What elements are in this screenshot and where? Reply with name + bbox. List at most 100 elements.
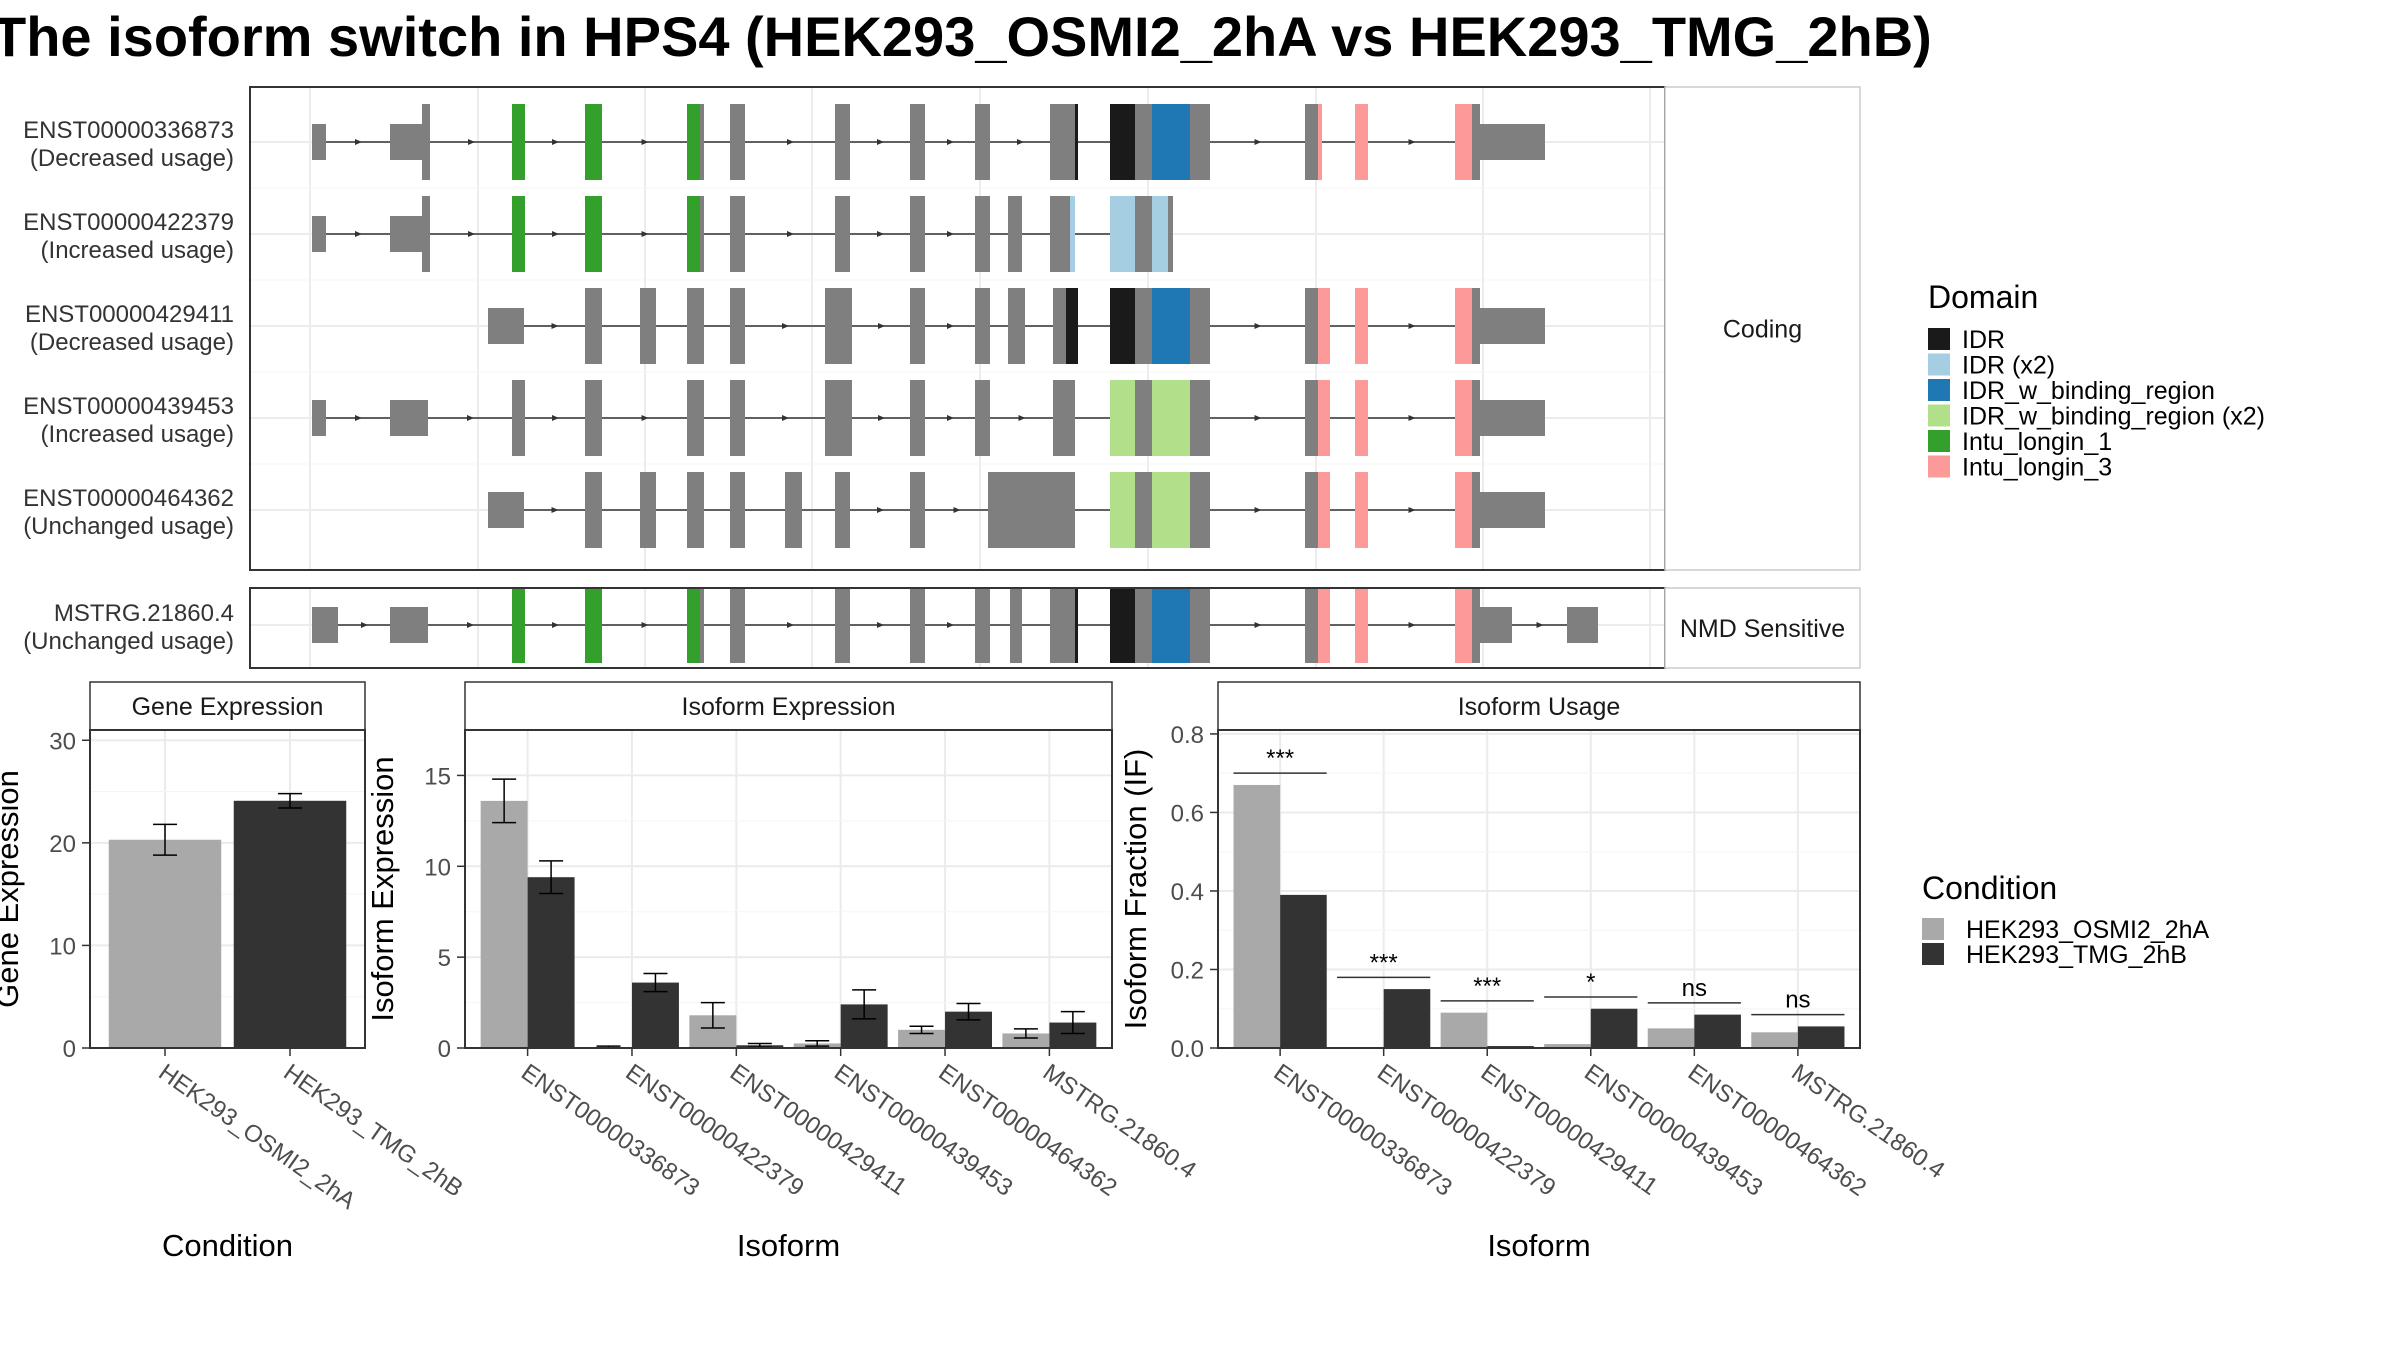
panel-title: Isoform Expression: [682, 693, 896, 721]
intron-arrow: [1254, 323, 1262, 329]
exon-block: [1135, 288, 1152, 364]
condition-legend-swatch: [1922, 918, 1944, 940]
domain-legend-swatch: [1928, 353, 1950, 376]
exon-block: [687, 472, 704, 548]
exon-block: [910, 288, 925, 364]
exon-block: [390, 216, 422, 252]
exon-block: [1567, 607, 1598, 643]
facet-strip: [1664, 86, 1861, 571]
domain-legend-label: IDR_w_binding_region (x2): [1962, 403, 2265, 431]
y-axis-title: Isoform Fraction (IF): [1118, 749, 1153, 1030]
exon-block: [585, 472, 602, 548]
exon-block: [1480, 492, 1545, 528]
data-bar: [480, 800, 528, 1048]
exon-block: [1110, 472, 1135, 548]
x-tick-label: ENST00000422379: [1372, 1059, 1560, 1202]
exon-block: [988, 472, 1075, 548]
intron-arrow: [1018, 415, 1026, 421]
exon-block: [687, 104, 700, 180]
x-tick-label: ENST00000439453: [1579, 1059, 1767, 1202]
isoform-usage-label: (Unchanged usage): [23, 628, 234, 655]
bar-panel: Isoform Usage 0.0 0.2 0.4 0.6 0.8 *** ENST00000…: [1118, 681, 1949, 1263]
exon-block: [1152, 380, 1190, 456]
exon-block: [700, 104, 704, 180]
intron-arrow: [787, 622, 794, 628]
exon-block: [1053, 288, 1066, 364]
isoform-id-label: ENST00000336873: [23, 117, 234, 144]
exon-block: [1053, 104, 1075, 180]
condition-legend-title: Condition: [1922, 870, 2057, 906]
isoform-id-label: ENST00000429411: [25, 301, 234, 328]
exon-block: [1318, 587, 1330, 663]
y-tick-label: 0: [438, 1036, 451, 1063]
intron-arrow: [782, 323, 789, 329]
intron-arrow: [552, 622, 559, 628]
y-tick-label: 0.6: [1171, 800, 1204, 827]
intron-arrow: [552, 415, 559, 421]
intron-arrow: [1408, 323, 1416, 329]
exon-block: [390, 124, 422, 160]
panel-title: Gene Expression: [132, 693, 324, 721]
exon-block: [1135, 587, 1152, 663]
exon-block: [585, 196, 602, 272]
exon-block: [730, 472, 745, 548]
exon-block: [1472, 587, 1480, 663]
x-tick-label: ENST00000464362: [934, 1059, 1122, 1202]
intron-arrow: [641, 231, 649, 237]
panel-title: Isoform Usage: [1458, 693, 1621, 721]
isoform-id-label: ENST00000422379: [23, 209, 234, 236]
domain-legend-title: Domain: [1928, 279, 2038, 315]
figure-title: The isoform switch in HPS4 (HEK293_OSMI2…: [0, 5, 1932, 68]
exon-block: [1305, 380, 1318, 456]
data-bar: [233, 800, 347, 1048]
x-tick-label: ENST00000336873: [1269, 1059, 1457, 1202]
exon-block: [835, 587, 850, 663]
isoform-id-label: MSTRG.21860.4: [54, 600, 234, 627]
exon-block: [585, 587, 602, 663]
exon-block: [1480, 400, 1545, 436]
intron-arrow: [355, 415, 362, 421]
exon-block: [730, 288, 745, 364]
exon-block: [1110, 380, 1135, 456]
intron-arrow: [355, 231, 362, 237]
structure-panel-bg: [250, 588, 1665, 668]
exon-block: [975, 380, 990, 456]
exon-block: [312, 400, 326, 436]
exon-block: [910, 587, 925, 663]
exon-block: [1013, 288, 1025, 364]
intron-arrow: [1254, 622, 1262, 628]
exon-block: [1455, 288, 1472, 364]
exon-block: [512, 587, 525, 663]
exon-block: [687, 380, 704, 456]
bar-panels: Gene Expression0102030HEK293_OSMI2_2hAHE…: [0, 681, 1949, 1263]
intron-arrow: [641, 622, 649, 628]
exon-block: [1053, 380, 1075, 456]
intron-arrow: [1408, 415, 1416, 421]
exon-block: [785, 472, 802, 548]
isoform-usage-label: (Decreased usage): [30, 145, 234, 172]
exon-block: [1455, 380, 1472, 456]
exon-block: [1305, 472, 1318, 548]
exon-block: [910, 196, 925, 272]
exon-block: [1305, 288, 1318, 364]
x-axis-title: Isoform: [1487, 1228, 1590, 1263]
data-bar: [1590, 1008, 1638, 1048]
exon-block: [422, 196, 430, 272]
y-tick-label: 10: [424, 854, 451, 881]
exon-block: [1110, 587, 1135, 663]
y-tick-label: 0.4: [1171, 879, 1204, 906]
y-tick-label: 0.0: [1171, 1036, 1204, 1063]
intron-arrow: [355, 139, 362, 145]
facet-strip-label: Coding: [1723, 316, 1802, 344]
exon-block: [1135, 472, 1152, 548]
exon-block: [1152, 587, 1190, 663]
y-tick-label: 0.2: [1171, 957, 1204, 984]
exon-block: [1110, 196, 1135, 272]
exon-block: [1152, 196, 1168, 272]
intron-arrow: [551, 507, 559, 513]
exon-block: [312, 216, 326, 252]
exon-block: [687, 288, 704, 364]
exon-block: [390, 400, 428, 436]
